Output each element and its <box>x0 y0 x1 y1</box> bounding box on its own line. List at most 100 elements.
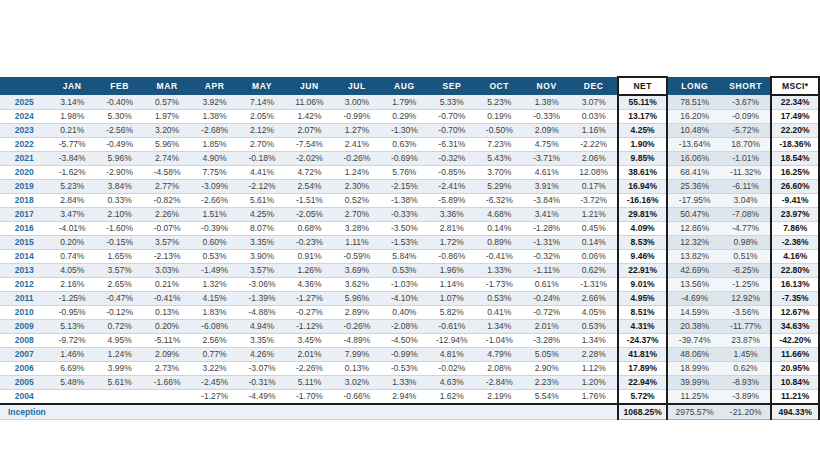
year-row-2011: 2011-1.25%-0.47%-0.41%4.15%-1.39%-1.27%5… <box>0 292 819 306</box>
net-value: 29.81% <box>618 208 667 222</box>
year-label: 2012 <box>0 278 48 292</box>
year-row-2025: 20253.14%-0.40%0.57%3.92%7.14%11.06%3.00… <box>0 95 819 110</box>
month-value: 5.84% <box>381 250 428 264</box>
month-value: -0.31% <box>238 376 285 390</box>
col-header-short: SHORT <box>721 77 771 95</box>
month-value: 2.81% <box>428 222 475 236</box>
month-value: -3.28% <box>523 334 570 348</box>
month-value: 1.11% <box>333 236 380 250</box>
month-value: 3.92% <box>191 95 238 110</box>
col-header-feb: FEB <box>96 77 143 95</box>
msci-value: -18.36% <box>771 138 819 152</box>
net-value: 55.11% <box>618 95 667 110</box>
long-value: 25.36% <box>667 180 721 194</box>
month-value: -1.04% <box>476 334 523 348</box>
year-row-2019: 20195.23%3.84%2.77%-3.09%-2.12%2.54%2.30… <box>0 180 819 194</box>
year-row-2021: 2021-3.84%5.96%2.74%4.90%-0.18%-2.02%-0.… <box>0 152 819 166</box>
month-value: 0.17% <box>570 180 617 194</box>
year-row-2017: 20173.47%2.10%2.26%1.51%4.25%-2.05%2.70%… <box>0 208 819 222</box>
month-value: -0.99% <box>333 110 380 124</box>
month-value: 4.81% <box>428 348 475 362</box>
month-value: 4.90% <box>191 152 238 166</box>
col-header-apr: APR <box>191 77 238 95</box>
month-value: 2.65% <box>96 278 143 292</box>
month-value: -1.38% <box>381 194 428 208</box>
month-value: -2.22% <box>570 138 617 152</box>
col-header-jun: JUN <box>286 77 333 95</box>
month-value: 2.77% <box>143 180 190 194</box>
month-value: -0.47% <box>96 292 143 306</box>
month-value: 0.63% <box>381 138 428 152</box>
short-value: -3.89% <box>721 390 771 405</box>
month-value: -0.66% <box>333 390 380 405</box>
month-value: -2.15% <box>381 180 428 194</box>
long-value: 12.32% <box>667 236 721 250</box>
long-value: 48.06% <box>667 348 721 362</box>
month-value: 5.29% <box>476 180 523 194</box>
month-value: 2.89% <box>333 306 380 320</box>
month-value: 3.57% <box>238 264 285 278</box>
month-value: 1.51% <box>191 208 238 222</box>
month-value: 5.23% <box>48 180 95 194</box>
month-value: 1.33% <box>381 376 428 390</box>
month-value: -1.60% <box>96 222 143 236</box>
net-value: 1.90% <box>618 138 667 152</box>
month-value: 3.47% <box>48 208 95 222</box>
month-value: -3.07% <box>238 362 285 376</box>
month-value: 12.08% <box>570 166 617 180</box>
month-value: 3.14% <box>48 95 95 110</box>
month-value: 0.77% <box>191 348 238 362</box>
col-header-aug: AUG <box>381 77 428 95</box>
net-value: 4.25% <box>618 124 667 138</box>
month-value: 2.12% <box>238 124 285 138</box>
msci-value: 16.25% <box>771 166 819 180</box>
month-value: 4.75% <box>523 138 570 152</box>
month-value: -2.13% <box>143 250 190 264</box>
month-value: 2.66% <box>570 292 617 306</box>
month-value: -3.72% <box>570 194 617 208</box>
month-value: -2.12% <box>238 180 285 194</box>
long-value: 14.59% <box>667 306 721 320</box>
year-row-2015: 20150.20%-0.15%3.57%0.60%3.35%-0.23%1.11… <box>0 236 819 250</box>
month-value: 0.74% <box>48 250 95 264</box>
long-value: 13.82% <box>667 250 721 264</box>
month-value: -1.30% <box>381 124 428 138</box>
month-value: 0.91% <box>286 250 333 264</box>
month-value: 1.34% <box>570 334 617 348</box>
short-value: -1.01% <box>721 152 771 166</box>
month-value: 3.00% <box>333 95 380 110</box>
month-value: 0.06% <box>570 250 617 264</box>
month-value: 2.23% <box>523 376 570 390</box>
month-value: 2.09% <box>143 348 190 362</box>
month-value: 0.19% <box>476 110 523 124</box>
month-value: -4.89% <box>333 334 380 348</box>
msci-value: 22.80% <box>771 264 819 278</box>
month-value: -0.50% <box>476 124 523 138</box>
month-value: 5.54% <box>523 390 570 405</box>
month-value: 2.84% <box>48 194 95 208</box>
month-value: 0.41% <box>476 306 523 320</box>
month-value: 0.45% <box>570 222 617 236</box>
month-value: -6.31% <box>428 138 475 152</box>
year-label: 2018 <box>0 194 48 208</box>
month-value: 2.06% <box>570 152 617 166</box>
month-value: -0.85% <box>428 166 475 180</box>
month-value: 3.02% <box>333 376 380 390</box>
month-value: -1.27% <box>286 292 333 306</box>
year-row-2024: 20241.98%5.30%1.97%1.38%2.05%1.42%-0.99%… <box>0 110 819 124</box>
month-value: 0.21% <box>48 124 95 138</box>
long-value: -39.74% <box>667 334 721 348</box>
month-value: -0.39% <box>191 222 238 236</box>
month-value: -9.72% <box>48 334 95 348</box>
month-value: 7.14% <box>238 95 285 110</box>
month-value: -1.66% <box>143 376 190 390</box>
msci-value: -2.36% <box>771 236 819 250</box>
month-value: 2.73% <box>143 362 190 376</box>
month-value: 2.30% <box>333 180 380 194</box>
month-value: -1.11% <box>523 264 570 278</box>
month-value: 5.76% <box>381 166 428 180</box>
msci-value: 4.16% <box>771 250 819 264</box>
short-value: 0.51% <box>721 250 771 264</box>
month-value: 1.33% <box>476 264 523 278</box>
msci-value: 22.20% <box>771 124 819 138</box>
